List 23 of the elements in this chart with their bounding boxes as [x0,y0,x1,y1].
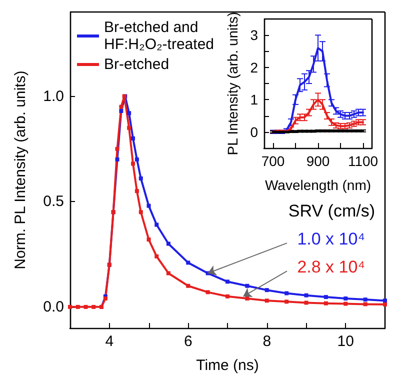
y-tick-label: 0.5 [43,193,64,210]
y-axis-title: PL Intensity (arb. units) [224,12,240,156]
x-tick-label: 900 [306,153,330,169]
legend-label: Br-etched and HF:H₂O₂-treated [104,19,214,53]
x-tick-label: 8 [262,333,272,350]
annotation: 1.0 x 10⁴ [297,230,365,249]
x-tick-label: 700 [261,153,285,169]
y-tick-label: 2 [250,59,258,76]
x-tick-label: 4 [105,333,114,350]
y-tick-label: 0.0 [43,298,64,316]
y-tick-label: 1.0 [43,88,64,105]
annotation: SRV (cm/s) [288,202,375,221]
legend-label: Br-etched [104,56,170,73]
x-tick-label: 6 [184,333,192,350]
annotation: 2.8 x 10⁴ [297,258,365,277]
x-tick-label: 1100 [348,153,378,169]
x-tick-label: 10 [337,333,354,350]
x-axis-title: Time (ns) [196,357,259,374]
y-tick-label: 1 [250,92,258,108]
x-axis-title: Wavelength (nm) [264,177,372,193]
y-tick-label: 3 [250,27,258,44]
y-tick-label: 0 [250,124,258,140]
y-axis-title: Norm. PL Intensity (arb. units) [12,70,29,270]
